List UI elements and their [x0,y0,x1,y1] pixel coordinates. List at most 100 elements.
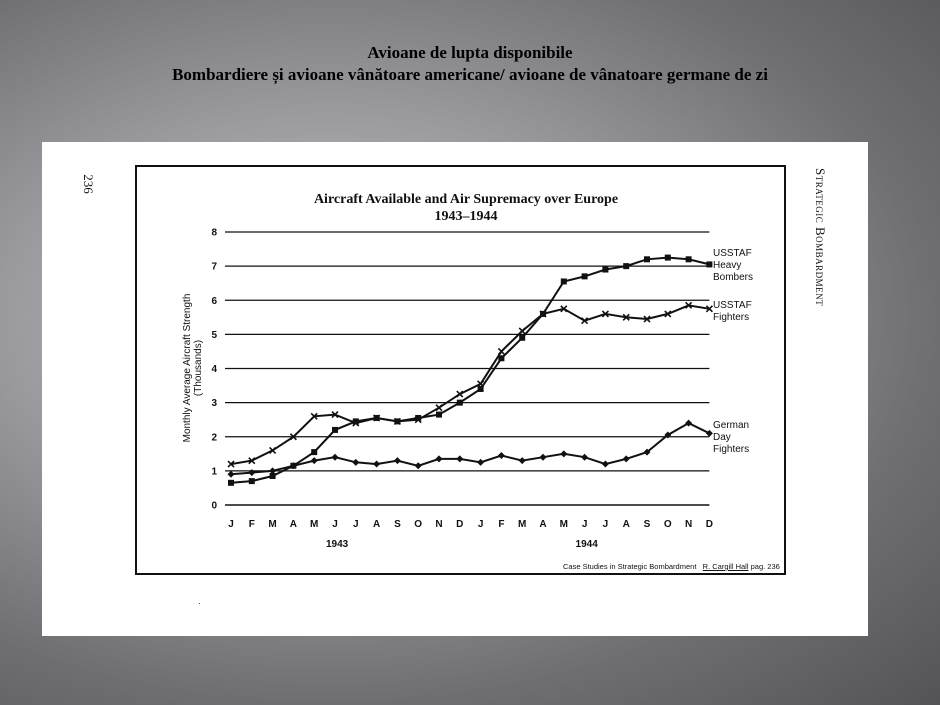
x-tick-label: F [249,519,255,530]
data-point-diamond [352,458,360,466]
data-point-diamond [289,462,297,470]
series-line [230,421,710,476]
x-tick-label: M [560,519,568,530]
data-point-x [289,433,297,441]
x-tick-label: D [456,519,463,530]
y-tick-labels: 0 1 2 3 4 5 6 7 8 [211,228,217,512]
data-point-square [352,418,359,425]
x-tick-label: J [582,519,588,530]
data-point-square [269,472,276,479]
x-tick-label: J [332,519,338,530]
data-point-x [581,317,589,325]
data-point-x [227,460,235,468]
series-label-usstaf-fighters: Fighters [713,312,749,323]
y-axis-label-units: (Thousands) [193,340,204,396]
data-point-x [352,419,360,427]
data-point-diamond [560,450,568,458]
x-tick-label: A [373,519,380,530]
series-label-usstaf-heavy-bombers: Bombers [713,272,753,283]
x-tick-label: M [518,519,526,530]
credit-author: R. Cargill Hall [702,562,749,571]
data-point-diamond [269,467,277,475]
data-point-square [560,278,567,285]
series-label-german-day-fighters: Day [713,432,731,443]
y-tick-label: 6 [211,296,217,307]
data-point-square [706,261,713,268]
data-point-diamond [643,448,651,456]
y-tick-label: 8 [211,228,217,239]
data-point-x [248,457,256,465]
data-point-diamond [601,460,609,468]
year-labels: 1943 1944 [326,539,598,550]
x-tick-label: F [498,519,504,530]
y-tick-label: 2 [211,432,217,443]
data-point-diamond [664,431,672,439]
data-point-square [602,266,609,273]
running-head: Strategic Bombardment [813,168,828,307]
data-point-x [539,310,547,318]
data-point-square [581,273,588,280]
x-tick-label: J [228,519,234,530]
data-point-diamond [331,453,339,461]
series-lines [227,254,713,486]
data-point-square [685,256,692,263]
data-point-x [269,446,277,454]
data-point-diamond [518,457,526,465]
source-credit: Case Studies in Strategic Bombardment R.… [563,562,780,571]
chart-title: Aircraft Available and Air Supremacy ove… [314,192,618,207]
data-point-square [228,479,234,486]
data-point-x [685,301,693,309]
data-point-x [414,416,422,424]
data-point-diamond [622,455,630,463]
data-point-diamond [414,462,422,470]
y-tick-label: 3 [211,398,217,409]
data-point-square [332,426,338,433]
data-point-diamond [685,419,693,427]
data-point-x [643,315,651,323]
data-point-diamond [705,429,713,437]
x-tick-label: M [268,519,276,530]
y-tick-label: 1 [211,466,217,477]
x-tick-label: J [603,519,609,530]
data-point-square [248,478,255,485]
data-point-x [518,327,526,335]
speck [199,603,200,604]
series-usstaf-heavy-bombers [228,254,713,486]
data-point-diamond [393,457,401,465]
data-point-x [456,390,464,398]
data-point-square [456,399,463,406]
data-point-diamond [497,452,505,460]
data-point-diamond [227,470,235,478]
y-axis-label: Monthly Average Aircraft Strength [182,294,193,443]
data-point-x [373,414,381,422]
data-point-diamond [581,453,589,461]
credit-page: pag. 236 [750,562,780,571]
data-point-x [331,411,339,419]
slide-title-line1: Avioane de lupta disponibile [367,43,573,62]
series-usstaf-fighters [227,301,713,468]
year-label: 1943 [326,539,349,550]
series-label-usstaf-heavy-bombers: Heavy [713,260,741,271]
data-point-x [393,417,401,425]
data-point-square [664,254,671,261]
x-tick-label: N [685,519,692,530]
data-point-square [311,449,318,456]
data-point-square [623,263,630,270]
x-tick-label: A [623,519,630,530]
x-tick-label: O [414,519,422,530]
data-point-square [415,414,422,421]
x-tick-label: S [644,519,651,530]
series-german-day-fighters [227,419,713,478]
x-tick-label: O [664,519,672,530]
y-tick-label: 7 [211,262,217,273]
data-point-x [435,404,443,412]
chart-frame [135,165,786,575]
series-labels: USSTAFHeavyBombersUSSTAFFightersGermanDa… [713,248,753,455]
x-tick-label: A [539,519,546,530]
series-label-usstaf-fighters: USSTAF [713,300,752,311]
data-point-x [601,310,609,318]
data-point-diamond [477,458,485,466]
data-point-diamond [539,453,547,461]
data-point-x [310,412,318,420]
